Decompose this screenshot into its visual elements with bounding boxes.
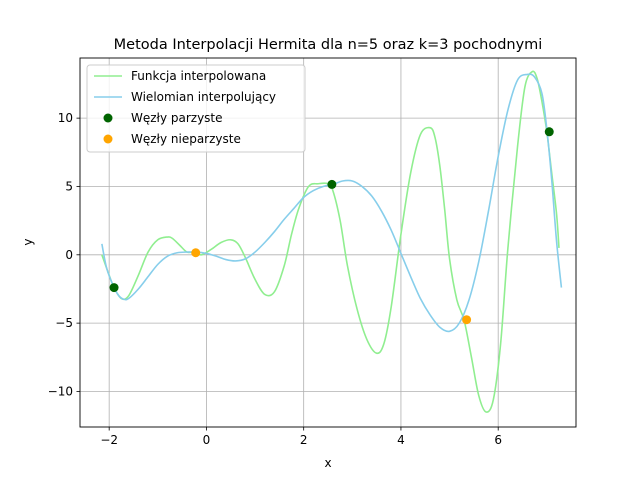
x-tick-label: 0 (203, 433, 211, 447)
y-tick-label: 0 (65, 248, 73, 262)
chart-title: Metoda Interpolacji Hermita dla n=5 oraz… (114, 37, 543, 53)
y-axis-label: y (21, 238, 35, 245)
y-tick-label: 5 (65, 179, 73, 193)
legend: Funkcja interpolowana Wielomian interpol… (86, 64, 306, 153)
ticks: −2 0 2 4 6 −10 −5 0 5 10 (48, 111, 502, 447)
x-tick-label: −2 (100, 433, 118, 447)
x-tick-label: 4 (397, 433, 405, 447)
x-tick-label: 2 (300, 433, 308, 447)
legend-marker-even-nodes (103, 113, 113, 123)
node-point-2 (327, 179, 337, 189)
legend-box (86, 64, 306, 153)
legend-label-odd-nodes: Węzły nieparzyste (131, 132, 241, 146)
legend-label-polynomial: Wielomian interpolujący (131, 90, 276, 104)
y-tick-label: −10 (48, 384, 73, 398)
y-tick-label: −5 (55, 316, 73, 330)
node-point-2 (109, 283, 119, 293)
x-axis-label: x (324, 456, 331, 470)
series-line-0 (101, 70, 560, 413)
node-point-3 (191, 248, 201, 258)
legend-label-function: Funkcja interpolowana (131, 69, 266, 83)
legend-label-even-nodes: Węzły parzyste (131, 111, 223, 125)
plot-frame (79, 57, 577, 428)
x-tick-label: 6 (494, 433, 502, 447)
node-point-2 (544, 127, 554, 137)
legend-marker-odd-nodes (103, 134, 113, 144)
y-tick-label: 10 (58, 111, 73, 125)
node-point-3 (462, 315, 472, 325)
series-layer (101, 70, 563, 413)
